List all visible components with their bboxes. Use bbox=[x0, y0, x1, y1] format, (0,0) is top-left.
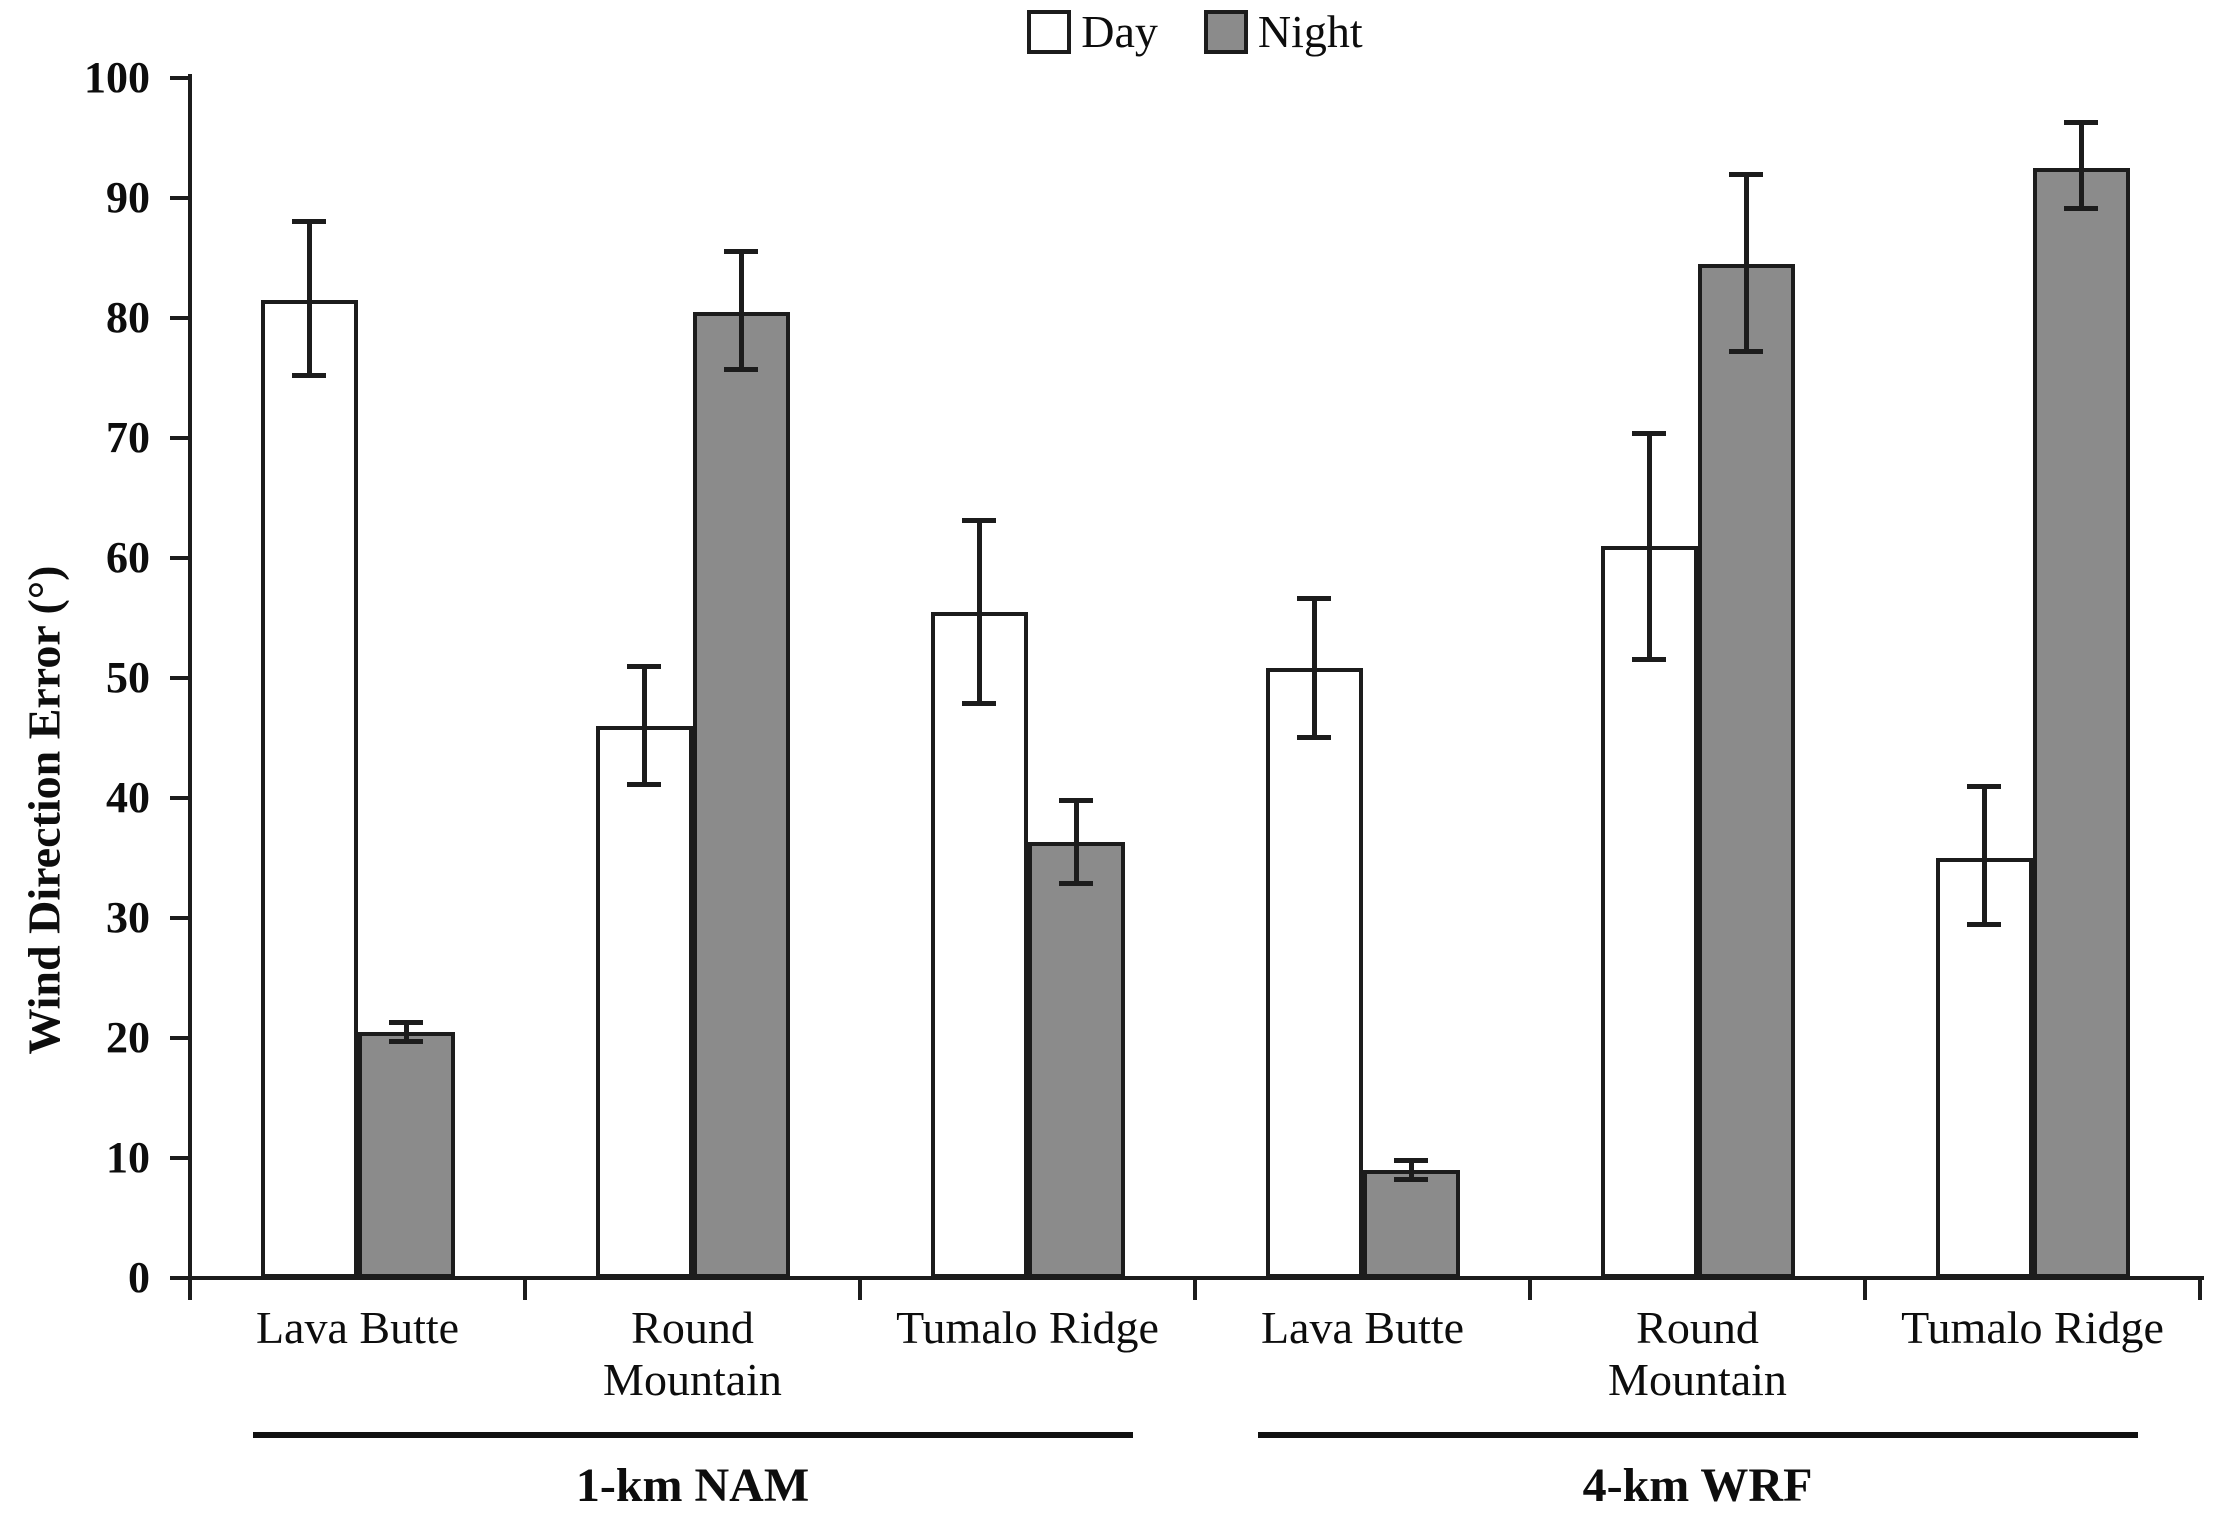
errorbar-day-1 bbox=[641, 666, 647, 785]
errorbar-night-0 bbox=[403, 1022, 409, 1042]
bar-night-1 bbox=[692, 312, 790, 1278]
y-axis-tick-label: 0 bbox=[128, 1253, 150, 1302]
errorbar-cap-top bbox=[292, 218, 326, 224]
errorbar-cap-bottom bbox=[724, 366, 758, 372]
errorbar-night-2 bbox=[1073, 800, 1079, 885]
errorbar-cap-bottom bbox=[389, 1038, 423, 1044]
errorbar-night-5 bbox=[2078, 122, 2084, 209]
x-axis-category-label: Lava Butte bbox=[255, 1302, 460, 1353]
errorbar-cap-top bbox=[627, 664, 661, 669]
legend-item-night: Night bbox=[1203, 6, 1363, 58]
bar-night-0 bbox=[357, 1032, 455, 1278]
legend-swatch-night bbox=[1203, 10, 1248, 54]
errorbar-night-3 bbox=[1408, 1160, 1414, 1180]
errorbar-cap-top bbox=[1394, 1158, 1428, 1164]
x-axis-tick bbox=[858, 1278, 862, 1300]
errorbar-cap-bottom bbox=[627, 781, 661, 787]
errorbar-night-1 bbox=[738, 250, 744, 370]
y-axis-tick-label: 40 bbox=[106, 773, 150, 822]
x-axis-category-label: Tumalo Ridge bbox=[1901, 1302, 2164, 1353]
bar-day-0 bbox=[260, 300, 358, 1278]
errorbar-cap-top bbox=[1729, 172, 1763, 177]
bar-night-2 bbox=[1027, 842, 1125, 1278]
x-axis-tick bbox=[188, 1278, 192, 1300]
y-axis-tick bbox=[170, 556, 190, 560]
errorbar-day-5 bbox=[1981, 786, 1987, 926]
y-axis-line bbox=[188, 74, 192, 1280]
bar-night-3 bbox=[1362, 1170, 1460, 1278]
y-axis-tick-label: 30 bbox=[106, 893, 150, 942]
y-axis-tick bbox=[170, 1276, 190, 1280]
y-axis-tick bbox=[170, 1036, 190, 1040]
group-underline-1 bbox=[1257, 1432, 2138, 1438]
errorbar-day-4 bbox=[1646, 433, 1652, 660]
x-axis-category-label: Round Mountain bbox=[603, 1302, 782, 1405]
bar-day-2 bbox=[930, 612, 1028, 1278]
errorbar-cap-top bbox=[1632, 431, 1666, 437]
errorbar-cap-top bbox=[389, 1020, 423, 1026]
y-axis-tick bbox=[170, 796, 190, 800]
chart-legend: Day Night bbox=[190, 6, 2200, 58]
bar-day-4 bbox=[1600, 546, 1698, 1278]
errorbar-cap-bottom bbox=[1632, 657, 1666, 662]
errorbar-cap-top bbox=[724, 248, 758, 254]
y-axis-tick bbox=[170, 676, 190, 680]
y-axis-tick-label: 80 bbox=[106, 293, 150, 342]
bar-day-3 bbox=[1265, 668, 1363, 1278]
x-axis-tick bbox=[2198, 1278, 2202, 1300]
errorbar-cap-bottom bbox=[1297, 735, 1331, 740]
bar-night-4 bbox=[1697, 264, 1795, 1278]
group-label-0: 1-km NAM bbox=[575, 1459, 810, 1512]
group-label-1: 4-km WRF bbox=[1582, 1459, 1813, 1512]
y-axis-tick-label: 50 bbox=[106, 653, 150, 702]
y-axis-tick bbox=[170, 196, 190, 200]
x-axis-tick bbox=[1193, 1278, 1197, 1300]
y-axis-tick bbox=[170, 76, 190, 80]
x-axis-tick bbox=[523, 1278, 527, 1300]
legend-swatch-day bbox=[1027, 10, 1072, 54]
errorbar-day-0 bbox=[306, 220, 312, 376]
y-axis-tick-label: 10 bbox=[106, 1133, 150, 1182]
errorbar-cap-bottom bbox=[1967, 922, 2001, 928]
legend-label-night: Night bbox=[1257, 6, 1363, 57]
bar-day-5 bbox=[1935, 858, 2033, 1278]
errorbar-cap-bottom bbox=[2064, 205, 2098, 211]
errorbar-cap-top bbox=[1297, 595, 1331, 601]
y-axis-tick-label: 60 bbox=[106, 533, 150, 582]
errorbar-day-3 bbox=[1311, 597, 1317, 738]
errorbar-cap-top bbox=[1059, 798, 1093, 804]
bar-night-5 bbox=[2032, 168, 2130, 1278]
y-axis-tick bbox=[170, 316, 190, 320]
errorbar-cap-bottom bbox=[962, 701, 996, 707]
errorbar-cap-top bbox=[962, 517, 996, 523]
y-axis-tick bbox=[170, 436, 190, 440]
y-axis-tick-label: 100 bbox=[84, 53, 150, 102]
errorbar-cap-bottom bbox=[1394, 1176, 1428, 1182]
x-axis-category-label: Tumalo Ridge bbox=[896, 1302, 1159, 1353]
group-underline-0 bbox=[252, 1432, 1133, 1438]
errorbar-cap-top bbox=[1967, 784, 2001, 789]
bar-day-1 bbox=[595, 726, 693, 1278]
x-axis-category-label: Lava Butte bbox=[1260, 1302, 1465, 1353]
x-axis-tick bbox=[1863, 1278, 1867, 1300]
y-axis-tick-label: 20 bbox=[106, 1013, 150, 1062]
errorbar-cap-bottom bbox=[292, 372, 326, 378]
y-axis-tick-label: 70 bbox=[106, 413, 150, 462]
x-axis-category-label: Round Mountain bbox=[1608, 1302, 1787, 1405]
y-axis-tick-label: 90 bbox=[106, 173, 150, 222]
errorbar-cap-bottom bbox=[1059, 881, 1093, 887]
errorbar-day-2 bbox=[976, 519, 982, 705]
errorbar-cap-top bbox=[2064, 120, 2098, 126]
y-axis-tick bbox=[170, 916, 190, 920]
legend-label-day: Day bbox=[1081, 6, 1158, 57]
errorbar-cap-bottom bbox=[1729, 348, 1763, 354]
x-axis-tick bbox=[1528, 1278, 1532, 1300]
errorbar-night-4 bbox=[1743, 174, 1749, 352]
y-axis-tick bbox=[170, 1156, 190, 1160]
legend-item-day: Day bbox=[1027, 6, 1158, 58]
